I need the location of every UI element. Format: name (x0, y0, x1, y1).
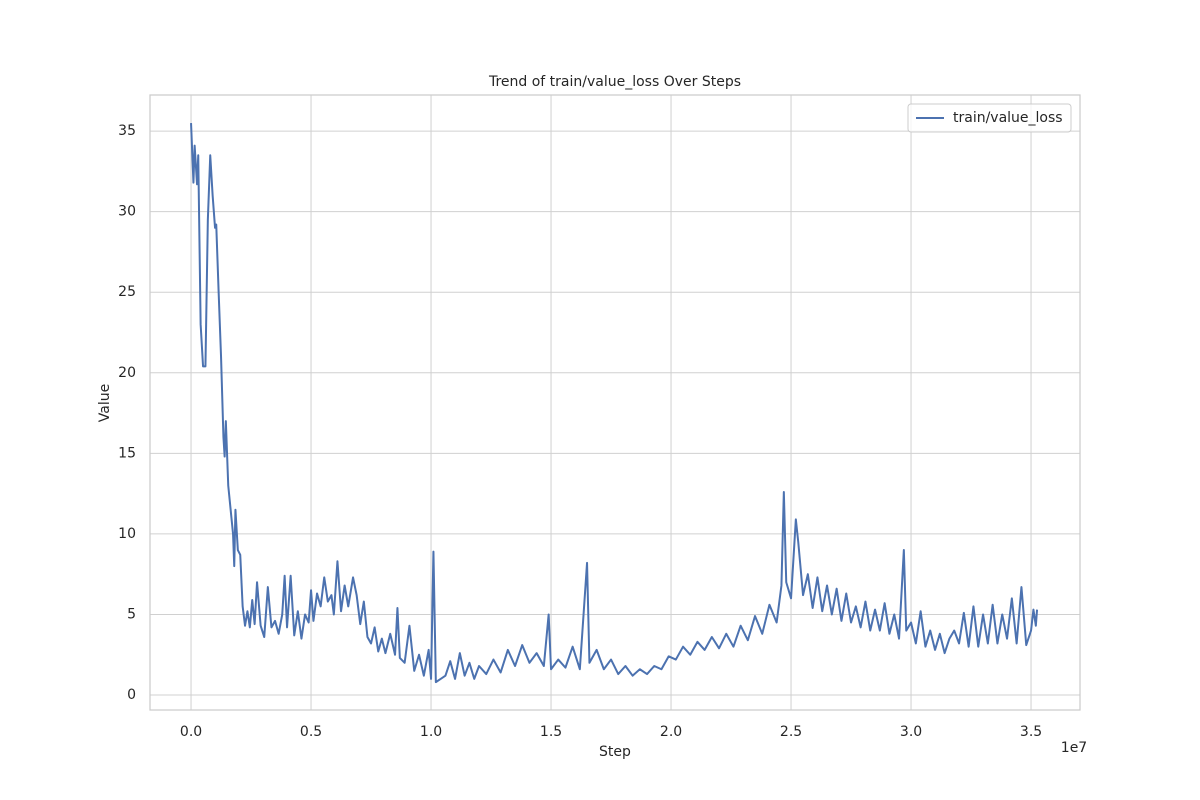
x-tick-label: 0.5 (300, 724, 322, 740)
y-tick-label: 5 (127, 606, 136, 622)
y-tick-label: 0 (127, 687, 136, 703)
x-tick-label: 2.5 (780, 724, 802, 740)
y-tick-label: 15 (118, 445, 136, 461)
y-tick-label: 35 (118, 123, 136, 139)
legend-label: train/value_loss (953, 110, 1063, 126)
y-tick-label: 20 (118, 365, 136, 381)
x-tick-label: 1.5 (540, 724, 562, 740)
chart-title: Trend of train/value_loss Over Steps (488, 74, 741, 90)
x-offset-label: 1e7 (1061, 740, 1087, 756)
plot-frame (149, 94, 1081, 711)
y-tick-label: 30 (118, 204, 136, 220)
y-axis-label: Value (97, 384, 113, 422)
y-tick-label: 10 (118, 526, 136, 542)
data-line (190, 122, 1039, 684)
legend: train/value_loss (907, 103, 1072, 133)
x-tick-label: 1.0 (420, 724, 442, 740)
x-tick-label: 2.0 (660, 724, 682, 740)
plot-area (190, 122, 1039, 684)
x-tick-label: 3.0 (900, 724, 922, 740)
x-tick-label: 0.0 (180, 724, 202, 740)
grid (150, 95, 1080, 710)
y-tick-label: 25 (118, 284, 136, 300)
x-axis-label: Step (599, 744, 631, 760)
x-tick-label: 3.5 (1020, 724, 1042, 740)
legend-box (907, 103, 1072, 133)
